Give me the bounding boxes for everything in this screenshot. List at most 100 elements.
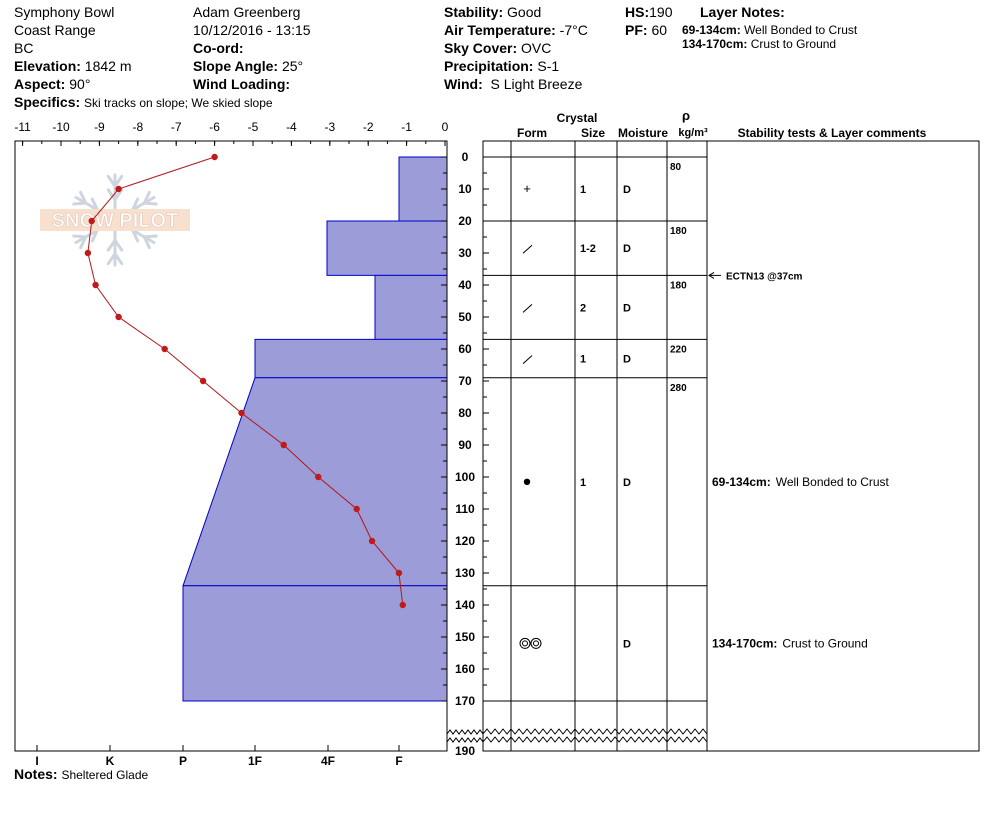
depth-axis: 0 10 20 30 40 50 60 70 80 90 100 110 120 130 140 150 160…	[441, 150, 489, 758]
temperature-profile	[84, 153, 406, 609]
temperature-point	[399, 601, 406, 609]
notes-label: Notes:	[14, 766, 58, 782]
region: BC	[14, 40, 34, 56]
temperature-point	[88, 217, 95, 225]
break-zigzag	[482, 736, 708, 743]
stability: Stability: Good	[444, 3, 541, 21]
arrow-head-icon	[708, 271, 715, 279]
temperature-axis: -11 -10 -9 -8 -7 -6 -5 -4 -3 -2 -1 0	[14, 120, 449, 146]
temp-tick-label: -5	[248, 120, 259, 134]
faceted-crystal-icon	[522, 304, 533, 313]
stability-label: Stability:	[444, 4, 504, 20]
notes: Notes: Sheltered Glade	[14, 765, 148, 784]
layer-comments: ECTN13 @37cm 69-134cm: Well Bonded to Crus…	[708, 271, 890, 650]
specifics-label: Specifics:	[14, 94, 81, 110]
temp-tick-label: -2	[363, 120, 374, 134]
hardness-bar	[182, 377, 448, 587]
temp-tick-label: -4	[286, 120, 297, 134]
temp-tick-label: -9	[94, 120, 105, 134]
hardness-bar	[182, 585, 448, 702]
moisture: D	[623, 638, 631, 650]
faceted-crystal-icon	[522, 244, 533, 254]
location: Symphony Bowl	[14, 4, 115, 20]
melt-form-icon-inner	[522, 640, 528, 647]
crystal-size: 2	[580, 302, 586, 314]
mountain-range: Coast Range	[14, 22, 96, 38]
layer-comment-range: 69-134cm:	[712, 475, 771, 489]
temperature-point	[84, 249, 92, 257]
layer-comment: 134-170cm: Crust to Ground	[712, 636, 868, 650]
crystal-size: 1	[580, 354, 586, 366]
snowflake-branch	[79, 235, 88, 250]
snowflake-branch	[90, 197, 99, 212]
depth-tick-label: 140	[455, 598, 475, 612]
temp-tick-label: 0	[442, 120, 449, 134]
plot-area: -11 -10 -9 -8 -7 -6 -5 -4 -3 -2 -1 0 I K P 1F 4F F	[14, 120, 448, 768]
wind-label: Wind:	[444, 76, 483, 92]
layer-row: 1 D 280	[523, 383, 687, 489]
hardness-tick-label: 4F	[321, 754, 335, 768]
depth-tick-label: 10	[458, 182, 472, 196]
hardness-tick-label: F	[395, 754, 402, 768]
specifics-value: Ski tracks on slope; We skied slope	[84, 96, 273, 110]
crystal-header: Crystal	[557, 111, 598, 125]
temperature-point	[238, 409, 245, 417]
snowflake-branch	[113, 174, 124, 188]
sky-value: OVC	[521, 40, 552, 56]
rounded-grain-icon	[523, 478, 531, 485]
depth-tick-label: 80	[458, 406, 472, 420]
hardness-tick-label: P	[179, 754, 187, 768]
layer-comment-range: 134-170cm:	[712, 636, 777, 650]
melt-form-icon	[519, 637, 531, 649]
snowflake-branch	[142, 190, 151, 205]
temp-tick-label: -10	[52, 120, 70, 134]
precip-label: Precipitation:	[444, 58, 534, 74]
temperature-point	[368, 537, 376, 545]
density: 280	[670, 383, 687, 394]
comments-header: Stability tests & Layer comments	[738, 126, 927, 140]
temperature-point	[115, 185, 122, 193]
table-grid	[483, 141, 708, 751]
slope-value: 25°	[281, 58, 304, 74]
snowflake-branch	[131, 197, 140, 212]
snowflake-branch	[142, 234, 158, 239]
moisture: D	[623, 184, 631, 196]
layer-note-1: 69-134cm: Well Bonded to Crust	[682, 23, 857, 37]
density-symbol: ρ	[682, 108, 690, 123]
depth-tick-label: 0	[462, 150, 469, 164]
aspect: Aspect: 90°	[14, 75, 90, 93]
temp-tick-label: -11	[14, 120, 31, 134]
stability-value: Good	[507, 4, 542, 20]
depth-tick-label: 100	[455, 470, 475, 484]
moisture: D	[623, 302, 631, 314]
temp-tick-label: -3	[324, 120, 335, 134]
depth-tick-label: 120	[455, 534, 475, 548]
elevation-label: Elevation:	[14, 58, 81, 74]
logo-banner	[40, 209, 190, 231]
temperature-point	[280, 441, 287, 449]
table-cells: +1 D 80 1-2 D 180 2 D 180 1 D 220 1 D 280 D	[519, 162, 687, 650]
wind: Wind: S Light Breeze	[444, 75, 582, 93]
temperature-point	[395, 569, 403, 577]
snowflake-branch	[113, 188, 124, 202]
break-zigzag	[446, 737, 484, 743]
depth-tick-label: 40	[458, 278, 472, 292]
layer-row: 1 D 220	[522, 344, 687, 366]
sky-label: Sky Cover:	[444, 40, 518, 56]
pf-label: PF:	[625, 22, 648, 38]
density-unit: kg/m³	[678, 127, 708, 139]
aspect-label: Aspect:	[14, 76, 66, 92]
density: 180	[670, 280, 687, 291]
layer-comment-text: Well Bonded to Crust	[776, 475, 890, 489]
depth-tick-label: 90	[458, 438, 472, 452]
hardness-axis: I K P 1F 4F F	[35, 745, 403, 768]
aspect-value: 90°	[69, 76, 91, 92]
depth-tick-label: 70	[458, 374, 472, 388]
snowflake-branch	[142, 201, 158, 206]
hardness-bar	[254, 338, 448, 379]
pf-value: 60	[651, 22, 668, 38]
layer-row: D	[519, 637, 631, 650]
temperature-point	[353, 505, 360, 513]
temperature-point	[92, 281, 99, 289]
